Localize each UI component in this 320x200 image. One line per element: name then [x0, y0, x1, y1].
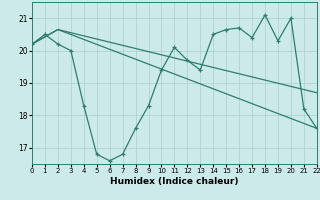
X-axis label: Humidex (Indice chaleur): Humidex (Indice chaleur) — [110, 177, 239, 186]
